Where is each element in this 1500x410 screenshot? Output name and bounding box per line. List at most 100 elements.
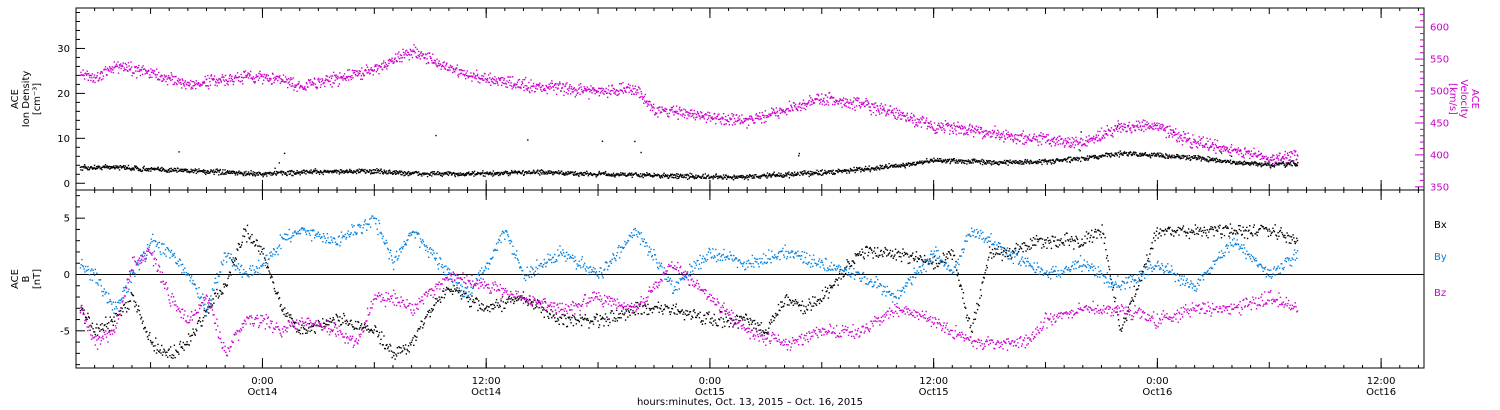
density-point xyxy=(286,174,288,176)
velocity-point xyxy=(292,85,294,87)
velocity-point xyxy=(839,99,842,101)
density-point xyxy=(1244,163,1246,166)
density-point xyxy=(733,175,736,178)
density-point xyxy=(1040,159,1043,162)
velocity-point xyxy=(639,88,641,90)
velocity-point xyxy=(955,133,958,136)
density-point xyxy=(1173,154,1175,157)
density-point xyxy=(707,174,710,176)
density-point xyxy=(880,165,882,168)
velocity-point xyxy=(770,107,773,109)
velocity-point xyxy=(1175,133,1177,136)
density-point xyxy=(205,173,207,176)
velocity-point xyxy=(710,117,712,119)
velocity-point xyxy=(956,125,959,128)
velocity-point xyxy=(840,99,843,102)
velocity-point xyxy=(1254,152,1257,154)
velocity-point xyxy=(1160,123,1162,126)
density-point xyxy=(696,176,699,178)
density-point xyxy=(605,174,607,177)
density-point xyxy=(922,162,925,164)
velocity-point xyxy=(671,106,674,109)
density-point xyxy=(1164,156,1166,158)
density-point xyxy=(733,174,735,176)
velocity-point xyxy=(941,126,944,129)
bx-point xyxy=(116,315,118,317)
velocity-point xyxy=(1164,130,1166,132)
velocity-point xyxy=(616,90,619,92)
density-point xyxy=(719,176,721,178)
velocity-point xyxy=(1143,130,1145,133)
density-point xyxy=(569,172,571,175)
velocity-point xyxy=(225,79,228,82)
density-point xyxy=(867,168,869,171)
density-point xyxy=(548,172,550,175)
velocity-point xyxy=(318,80,320,82)
density-point xyxy=(811,173,814,175)
velocity-point xyxy=(714,117,716,119)
velocity-point xyxy=(377,65,380,67)
density-point xyxy=(320,171,322,173)
velocity-point xyxy=(676,110,678,113)
bx-point xyxy=(123,303,126,306)
density-point xyxy=(580,171,582,174)
velocity-point xyxy=(478,77,480,80)
density-point xyxy=(664,174,667,176)
velocity-point xyxy=(178,82,180,84)
velocity-point xyxy=(980,127,983,129)
velocity-point xyxy=(205,85,207,87)
density-point xyxy=(317,171,319,174)
velocity-point xyxy=(311,83,313,86)
density-point xyxy=(630,174,632,176)
density-point xyxy=(977,161,979,163)
density-point xyxy=(364,168,366,171)
velocity-point xyxy=(545,84,547,87)
density-point xyxy=(674,174,676,176)
density-point xyxy=(1193,157,1196,159)
velocity-point xyxy=(286,79,288,81)
velocity-point xyxy=(888,109,891,111)
density-point xyxy=(734,177,737,179)
density-point xyxy=(1267,162,1269,165)
velocity-point xyxy=(948,124,950,126)
velocity-point xyxy=(870,113,873,116)
density-point xyxy=(1038,159,1041,161)
velocity-point xyxy=(154,74,157,76)
velocity-point xyxy=(1110,134,1112,136)
velocity-point xyxy=(329,80,331,82)
density-point xyxy=(1249,164,1251,166)
density-point xyxy=(409,172,412,174)
density-point xyxy=(574,174,576,176)
velocity-point xyxy=(687,112,690,114)
density-point xyxy=(540,169,543,171)
velocity-point xyxy=(141,73,144,76)
velocity-point xyxy=(1027,135,1029,138)
velocity-point xyxy=(1156,122,1158,124)
bx-point xyxy=(154,345,156,347)
density-point xyxy=(290,169,293,172)
velocity-point xyxy=(414,46,417,49)
bx-point xyxy=(112,324,114,326)
density-point xyxy=(369,173,372,175)
density-point xyxy=(1049,161,1052,163)
density-point xyxy=(113,165,115,167)
velocity-point xyxy=(482,79,484,81)
density-point xyxy=(483,172,486,174)
bx-point xyxy=(100,329,103,331)
velocity-point xyxy=(575,88,577,91)
density-point xyxy=(130,169,132,172)
density-point xyxy=(1002,162,1004,164)
velocity-point xyxy=(536,88,538,90)
velocity-point xyxy=(220,80,222,82)
density-point xyxy=(923,160,925,163)
density-point xyxy=(838,170,840,173)
velocity-point xyxy=(615,89,618,91)
density-point xyxy=(862,169,865,171)
density-point xyxy=(653,172,655,175)
density-point xyxy=(1220,161,1223,164)
density-point xyxy=(1023,161,1025,163)
density-point xyxy=(1273,166,1276,168)
velocity-tick-label: 450 xyxy=(1430,118,1449,129)
velocity-point xyxy=(700,116,702,119)
